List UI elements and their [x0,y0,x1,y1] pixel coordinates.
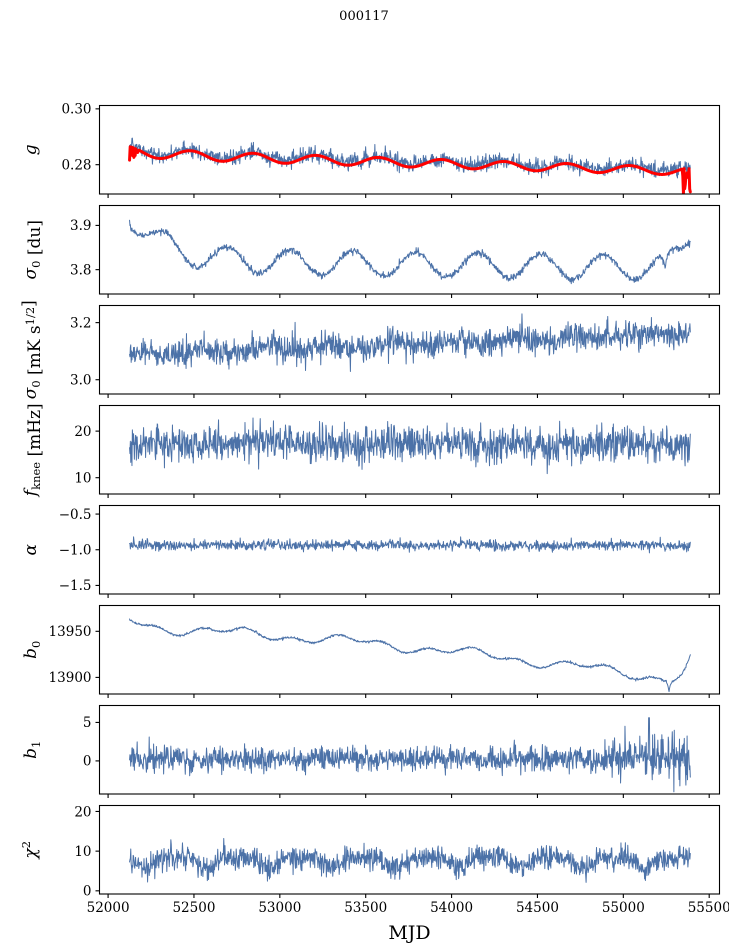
y-tick-label: 3.2 [70,315,91,331]
panel-g: 0.28 0.30 g [21,102,721,198]
y-tick-label: −1.5 [59,578,92,594]
panel-data-lines [129,219,691,285]
panel-data-lines [128,137,692,194]
y-axis-label: fknee [mHz] [21,403,45,498]
y-tick-label: 0.28 [61,157,91,173]
y-axis-label: b1 [21,741,43,759]
x-tick-label: 53000 [258,900,301,916]
panel-data-lines [129,417,691,475]
panel-b-0: 13900 13950 b0 [21,604,721,698]
data-series-sigma0-mK [129,313,691,372]
y-tick-label: 20 [74,804,91,820]
panel-spines [98,704,721,795]
data-series-gain-fit [128,145,692,194]
y-tick-label: 20 [74,424,91,440]
figure-title: 000117 [339,9,389,24]
y-tick-label: −1.0 [59,543,92,559]
x-tick-label: 53500 [344,900,387,916]
y-tick-label: 0 [83,884,92,900]
panel-plot-area [99,805,720,894]
y-tick-label: 5 [83,715,92,731]
y-axis-label: σ0 [du] [21,220,45,279]
y-tick-label: 10 [74,844,91,860]
x-axis-label: MJD [388,922,430,944]
x-tick-label: 55500 [688,900,729,916]
data-series-b0 [129,618,691,693]
panel-plot-area [99,205,720,294]
panel-b-1: 0 5 b1 [21,704,721,798]
y-tick-label: −0.5 [59,507,92,523]
data-series-f-knee [129,417,691,475]
panel-data-lines [129,313,691,372]
y-tick-label: 0.30 [61,102,91,118]
y-tick-label: 0 [83,754,92,770]
panel-alpha: −1.5 −1.0 −0.5 α [21,504,721,598]
panel-chi-2: 0 10 20 52000 52500 53000 53500 54000 54500 55000… [19,804,729,916]
y-tick-label: 13950 [49,624,92,640]
panel-plot-area [99,305,720,394]
y-tick-label: 3.0 [70,373,91,389]
data-series-alpha [129,536,691,554]
panel-spines [98,404,721,495]
data-series-chi2 [129,837,691,883]
panel-sigma-0-du: 3.8 3.9 σ0 [du] [21,204,721,298]
panel-plot-area [99,605,720,694]
panel-spines [98,804,721,895]
x-tick-label: 52500 [172,900,215,916]
panel-plot-area [99,105,720,194]
data-series-b1 [129,717,691,793]
y-tick-label: 10 [74,470,91,486]
y-axis-label: χ2 [19,841,41,860]
data-series-sigma0-du [129,219,691,285]
panel-spines [98,604,721,695]
panel-data-lines [129,618,691,693]
panel-group: 0.28 0.30 g 3.8 3.9 σ0 [du] 3.0 3.2 σ0 [mK s1/2]… [19,102,729,916]
panel-spines [98,104,721,195]
y-axis-label: b0 [21,641,43,659]
x-tick-label: 54500 [516,900,559,916]
x-tick-label: 55000 [602,900,645,916]
y-axis-label: σ0 [mK s1/2] [19,300,45,399]
panel-f-knee-mhz: 10 20 fknee [mHz] [21,403,721,498]
panel-data-lines [129,837,691,883]
panel-sigma-0-mk-s-1-2: 3.0 3.2 σ0 [mK s1/2] [19,300,721,399]
panel-spines [98,204,721,295]
y-axis-label: g [21,144,41,155]
x-tick-label: 52000 [87,900,130,916]
y-tick-label: 3.9 [70,218,91,234]
x-tick-label: 54000 [430,900,473,916]
panel-data-lines [129,536,691,554]
y-axis-label: α [21,543,41,555]
panel-plot-area [99,705,720,794]
panel-data-lines [129,717,691,793]
panel-spines [98,304,721,395]
y-tick-label: 13900 [49,670,92,686]
y-tick-label: 3.8 [70,262,91,278]
